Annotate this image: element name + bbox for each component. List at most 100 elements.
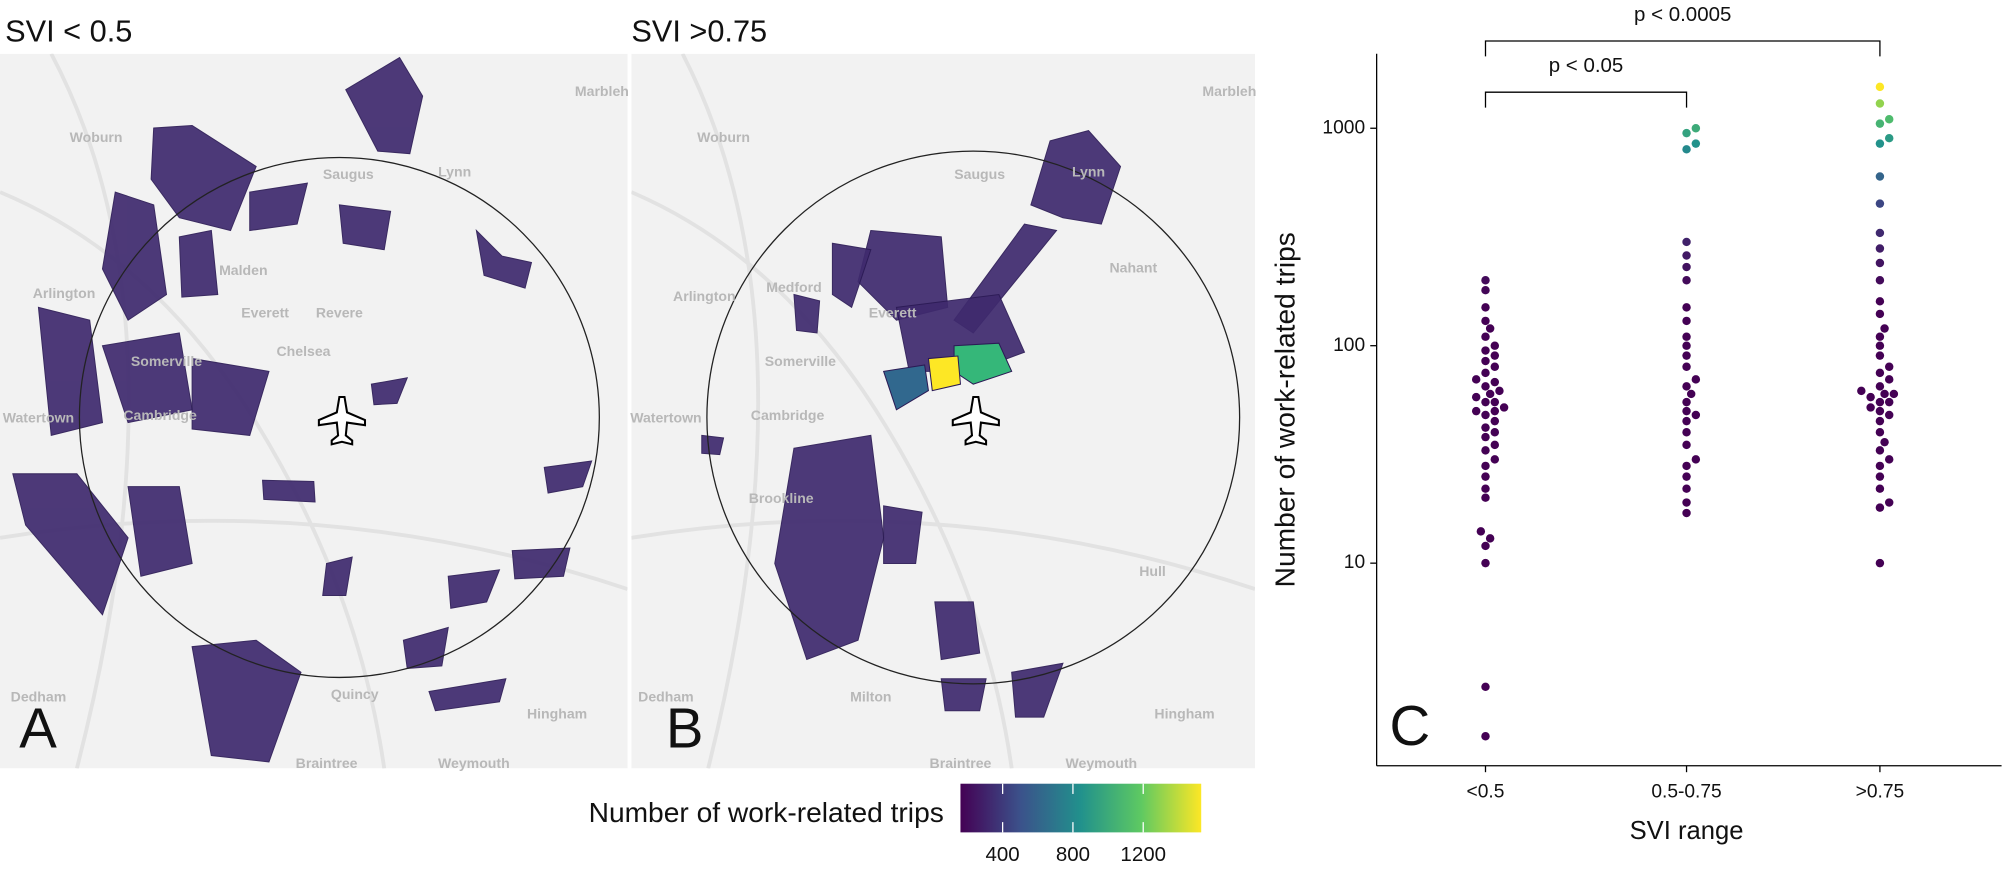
point: [1476, 527, 1486, 536]
point: [1481, 410, 1490, 420]
panel-title: SVI >0.75: [631, 13, 767, 48]
point: [1875, 351, 1885, 360]
place-label: Everett: [869, 304, 917, 320]
place-label: Quincy: [331, 686, 379, 702]
point: [1481, 346, 1490, 355]
place-label: Watertown: [630, 409, 701, 425]
x-tick-label: 0.5-0.75: [1651, 782, 1721, 803]
point: [1481, 731, 1490, 741]
colorbar-title: Number of work-related trips: [589, 796, 944, 828]
point: [1682, 498, 1691, 507]
point: [1875, 472, 1885, 481]
point: [1691, 124, 1701, 133]
point: [1682, 251, 1691, 260]
point: [1471, 375, 1481, 384]
point: [1875, 139, 1885, 148]
place-label: Nahant: [1109, 260, 1157, 276]
point: [1481, 332, 1490, 341]
place-label: Chelsea: [277, 343, 331, 359]
panel-letter: A: [19, 696, 57, 759]
place-label: Weymouth: [438, 755, 510, 771]
y-tick-label: 100: [1333, 335, 1365, 356]
place-label: Braintree: [296, 755, 358, 771]
point: [1866, 403, 1875, 412]
place-label: Lynn: [1072, 164, 1105, 180]
colorbar-tick-label: 400: [986, 843, 1020, 866]
panel-title: SVI < 0.5: [5, 13, 132, 48]
map-a: [0, 53, 628, 769]
point: [1682, 472, 1691, 481]
point: [1691, 410, 1701, 420]
point: [1490, 416, 1500, 426]
x-tick-label: >0.75: [1856, 782, 1905, 803]
place-label: Lynn: [438, 164, 471, 180]
place-label: Hingham: [1154, 705, 1214, 721]
place-label: Milton: [850, 689, 891, 705]
point: [1481, 432, 1490, 442]
point: [1485, 389, 1495, 399]
place-label: Weymouth: [1065, 755, 1137, 771]
y-tick-label: 1000: [1322, 117, 1365, 138]
point: [1875, 428, 1885, 437]
point: [1691, 455, 1701, 464]
significance-label: p < 0.0005: [1634, 3, 1731, 26]
point: [1884, 362, 1894, 372]
point: [1682, 397, 1691, 407]
point: [1682, 351, 1691, 360]
point: [1880, 437, 1889, 447]
point: [1875, 199, 1885, 208]
point: [1880, 389, 1889, 399]
significance-label: p < 0.05: [1549, 54, 1624, 77]
point: [1682, 440, 1691, 450]
point: [1490, 428, 1500, 437]
place-label: Dedham: [638, 689, 694, 705]
point: [1481, 541, 1490, 551]
point: [1481, 285, 1490, 295]
point: [1481, 382, 1490, 391]
point: [1485, 324, 1495, 333]
point: [1682, 303, 1691, 312]
point: [1884, 455, 1894, 464]
point: [1884, 115, 1894, 124]
point: [1682, 362, 1691, 372]
place-label: Marbleh: [1202, 83, 1256, 99]
point: [1875, 276, 1885, 285]
point: [1481, 303, 1490, 312]
place-label: Medford: [766, 279, 822, 295]
point: [1875, 406, 1885, 416]
point: [1490, 440, 1500, 450]
point: [1875, 82, 1885, 92]
x-tick-label: <0.5: [1467, 782, 1505, 803]
map-b: [631, 53, 1255, 769]
point: [1481, 682, 1490, 692]
point: [1471, 406, 1481, 416]
point: [1889, 389, 1899, 399]
place-label: Woburn: [697, 129, 750, 145]
place-label: Malden: [219, 262, 268, 278]
point: [1481, 368, 1490, 378]
place-label: Marbleh: [575, 83, 629, 99]
significance-bracket: [1484, 40, 1881, 57]
point: [1481, 446, 1490, 455]
point: [1875, 558, 1885, 568]
point: [1682, 262, 1691, 272]
point: [1682, 332, 1691, 341]
point: [1499, 403, 1509, 412]
place-label: Woburn: [70, 129, 123, 145]
significance-bracket: [1484, 91, 1688, 108]
colorbar-tick-label: 800: [1056, 843, 1090, 866]
point: [1490, 397, 1500, 407]
point: [1471, 392, 1481, 402]
place-label: Watertown: [3, 409, 74, 425]
point: [1490, 362, 1500, 372]
point: [1866, 392, 1875, 402]
point: [1490, 406, 1500, 416]
point: [1481, 493, 1490, 502]
point: [1481, 397, 1490, 407]
point: [1875, 99, 1885, 108]
point: [1875, 244, 1885, 253]
point: [1875, 119, 1885, 128]
point: [1490, 351, 1500, 360]
place-label: Somerville: [131, 353, 202, 369]
point: [1875, 172, 1885, 181]
